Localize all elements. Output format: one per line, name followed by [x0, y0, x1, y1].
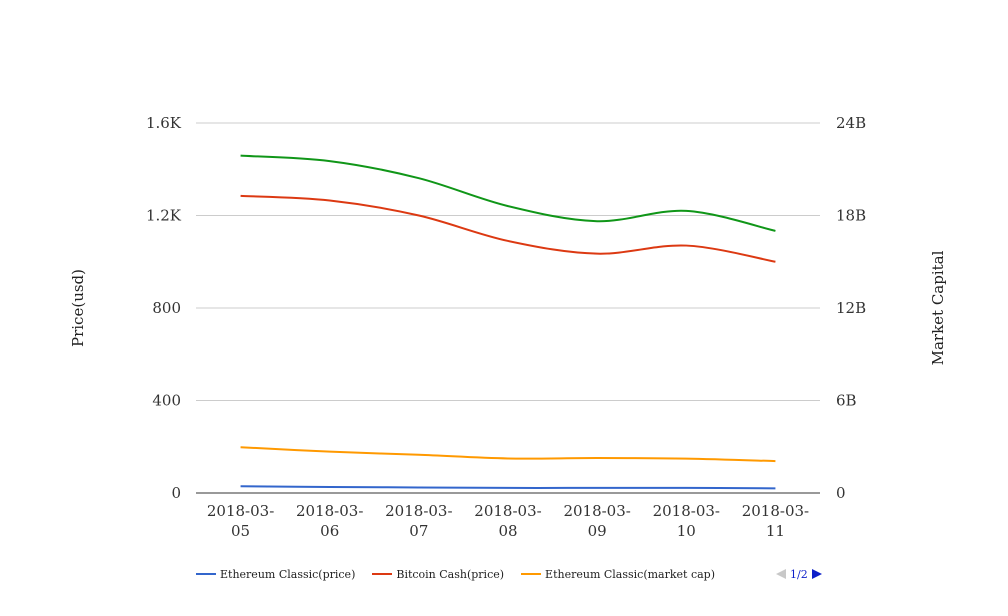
x-tick-label: 2018-03-: [653, 502, 720, 520]
series-lines: [240, 154, 776, 490]
pager-next-icon[interactable]: [811, 569, 822, 579]
x-tick-label: 2018-03-: [207, 502, 274, 520]
x-tick-label: 2018-03-: [474, 502, 541, 520]
x-tick-label: 2018-03-: [385, 502, 452, 520]
right-axis-ticks: 0 6B 12B 18B 24B: [836, 114, 866, 502]
series-line: [240, 154, 776, 232]
legend-label: Bitcoin Cash(price): [396, 567, 505, 581]
x-tick-label: 05: [231, 522, 250, 540]
legend-item[interactable]: Bitcoin Cash(price): [372, 568, 504, 581]
x-axis-ticks: 2018-03- 05 2018-03- 06 2018-03- 07 2018-03- 08…: [207, 502, 809, 540]
x-tick-label: 08: [498, 522, 517, 540]
x-tick-label: 09: [588, 522, 607, 540]
left-tick-label: 800: [152, 299, 181, 317]
series-line: [240, 485, 776, 490]
left-tick-label: 0: [171, 484, 181, 502]
legend-label: Ethereum Classic(market cap): [545, 567, 716, 581]
right-tick-label: 12B: [836, 299, 866, 317]
right-tick-label: 24B: [836, 114, 866, 132]
pager-prev-icon[interactable]: [776, 569, 786, 579]
x-tick-label: 11: [766, 522, 785, 540]
legend-swatch: [521, 573, 542, 575]
series-line: [240, 194, 776, 263]
legend-label: Ethereum Classic(price): [220, 567, 356, 581]
x-tick-label: 2018-03-: [563, 502, 630, 520]
left-tick-label: 1.6K: [146, 114, 182, 132]
pager-page-indicator: 1/2: [790, 567, 808, 581]
series-line: [240, 446, 776, 463]
x-tick-label: 2018-03-: [296, 502, 363, 520]
legend-swatch: [196, 573, 216, 575]
legend-pager: 1/2: [776, 565, 822, 583]
right-tick-label: 18B: [836, 207, 866, 225]
right-axis-title: Market Capital: [929, 250, 947, 365]
gridlines: [196, 122, 820, 494]
x-tick-label: 07: [409, 522, 428, 540]
legend-item[interactable]: Ethereum Classic(market cap): [521, 568, 715, 581]
legend: Ethereum Classic(price) Bitcoin Cash(pri…: [196, 565, 732, 583]
right-tick-label: 6B: [836, 392, 857, 410]
legend-item[interactable]: Ethereum Classic(price): [196, 568, 355, 581]
x-tick-label: 10: [677, 522, 696, 540]
x-tick-label: 2018-03-: [742, 502, 809, 520]
left-tick-label: 1.2K: [146, 207, 182, 225]
legend-swatch: [372, 573, 393, 575]
right-tick-label: 0: [836, 484, 846, 502]
left-tick-label: 400: [152, 392, 181, 410]
x-tick-label: 06: [320, 522, 339, 540]
left-axis-ticks: 0 400 800 1.2K 1.6K: [146, 114, 182, 502]
left-axis-title: Price(usd): [69, 269, 87, 347]
